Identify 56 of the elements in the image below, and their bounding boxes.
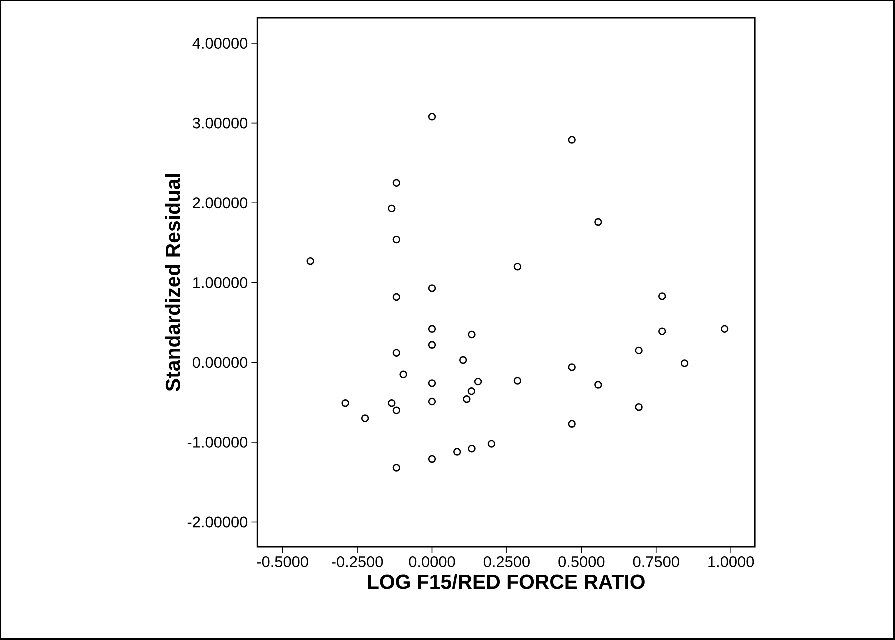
- point: [468, 444, 476, 453]
- y-tick-label: -2.00000: [188, 516, 248, 528]
- y-tick-label: 0.00000: [192, 357, 248, 368]
- x-tick-label: 0.5000: [558, 556, 605, 568]
- point: [594, 381, 602, 389]
- point: [392, 179, 401, 187]
- x-axis-title: LOG F15/RED FORCE RATIO: [368, 574, 645, 590]
- point: [635, 404, 643, 412]
- y-axis-title: Standardized Residual: [165, 174, 180, 392]
- point: [488, 440, 496, 448]
- y-tick-label: 1.00000: [194, 277, 248, 288]
- point: [568, 420, 576, 428]
- y-tick-label: -1.00000: [188, 436, 248, 448]
- point: [568, 136, 576, 144]
- point: [428, 341, 436, 349]
- y-tick-label: 3.00000: [192, 118, 248, 129]
- point: [514, 263, 522, 271]
- x-tick-label: -0.5000: [257, 556, 308, 568]
- point: [428, 380, 436, 388]
- x-tick-label: 0.2500: [484, 556, 530, 568]
- x-tick-label: -0.2500: [332, 556, 384, 568]
- point: [392, 236, 401, 244]
- point: [392, 406, 401, 414]
- point: [400, 370, 408, 378]
- point: [658, 292, 666, 300]
- point: [463, 396, 471, 404]
- point: [392, 349, 401, 357]
- point: [680, 360, 689, 368]
- point: [392, 464, 401, 472]
- y-tick-label: 4.00000: [192, 38, 248, 49]
- point: [388, 204, 396, 213]
- point: [468, 330, 476, 339]
- x-tick-label: 0.0000: [409, 556, 456, 568]
- point: [514, 377, 522, 385]
- point: [428, 455, 436, 464]
- x-tick-label: 0.7500: [633, 556, 680, 568]
- point: [428, 398, 436, 406]
- point: [459, 356, 468, 364]
- point: [568, 364, 576, 372]
- point: [342, 400, 350, 408]
- point: [388, 400, 396, 408]
- point: [453, 448, 462, 456]
- point: [720, 325, 729, 334]
- point: [306, 257, 314, 266]
- point: [594, 218, 602, 226]
- point: [361, 414, 370, 422]
- point: [428, 325, 436, 334]
- point: [468, 388, 476, 396]
- point: [428, 113, 436, 121]
- point: [392, 293, 401, 302]
- point: [428, 284, 436, 292]
- point: [658, 328, 666, 336]
- y-tick-label: 2.00000: [193, 198, 248, 209]
- point: [635, 346, 643, 355]
- x-tick-label: 1.0000: [708, 556, 754, 568]
- point: [474, 378, 482, 386]
